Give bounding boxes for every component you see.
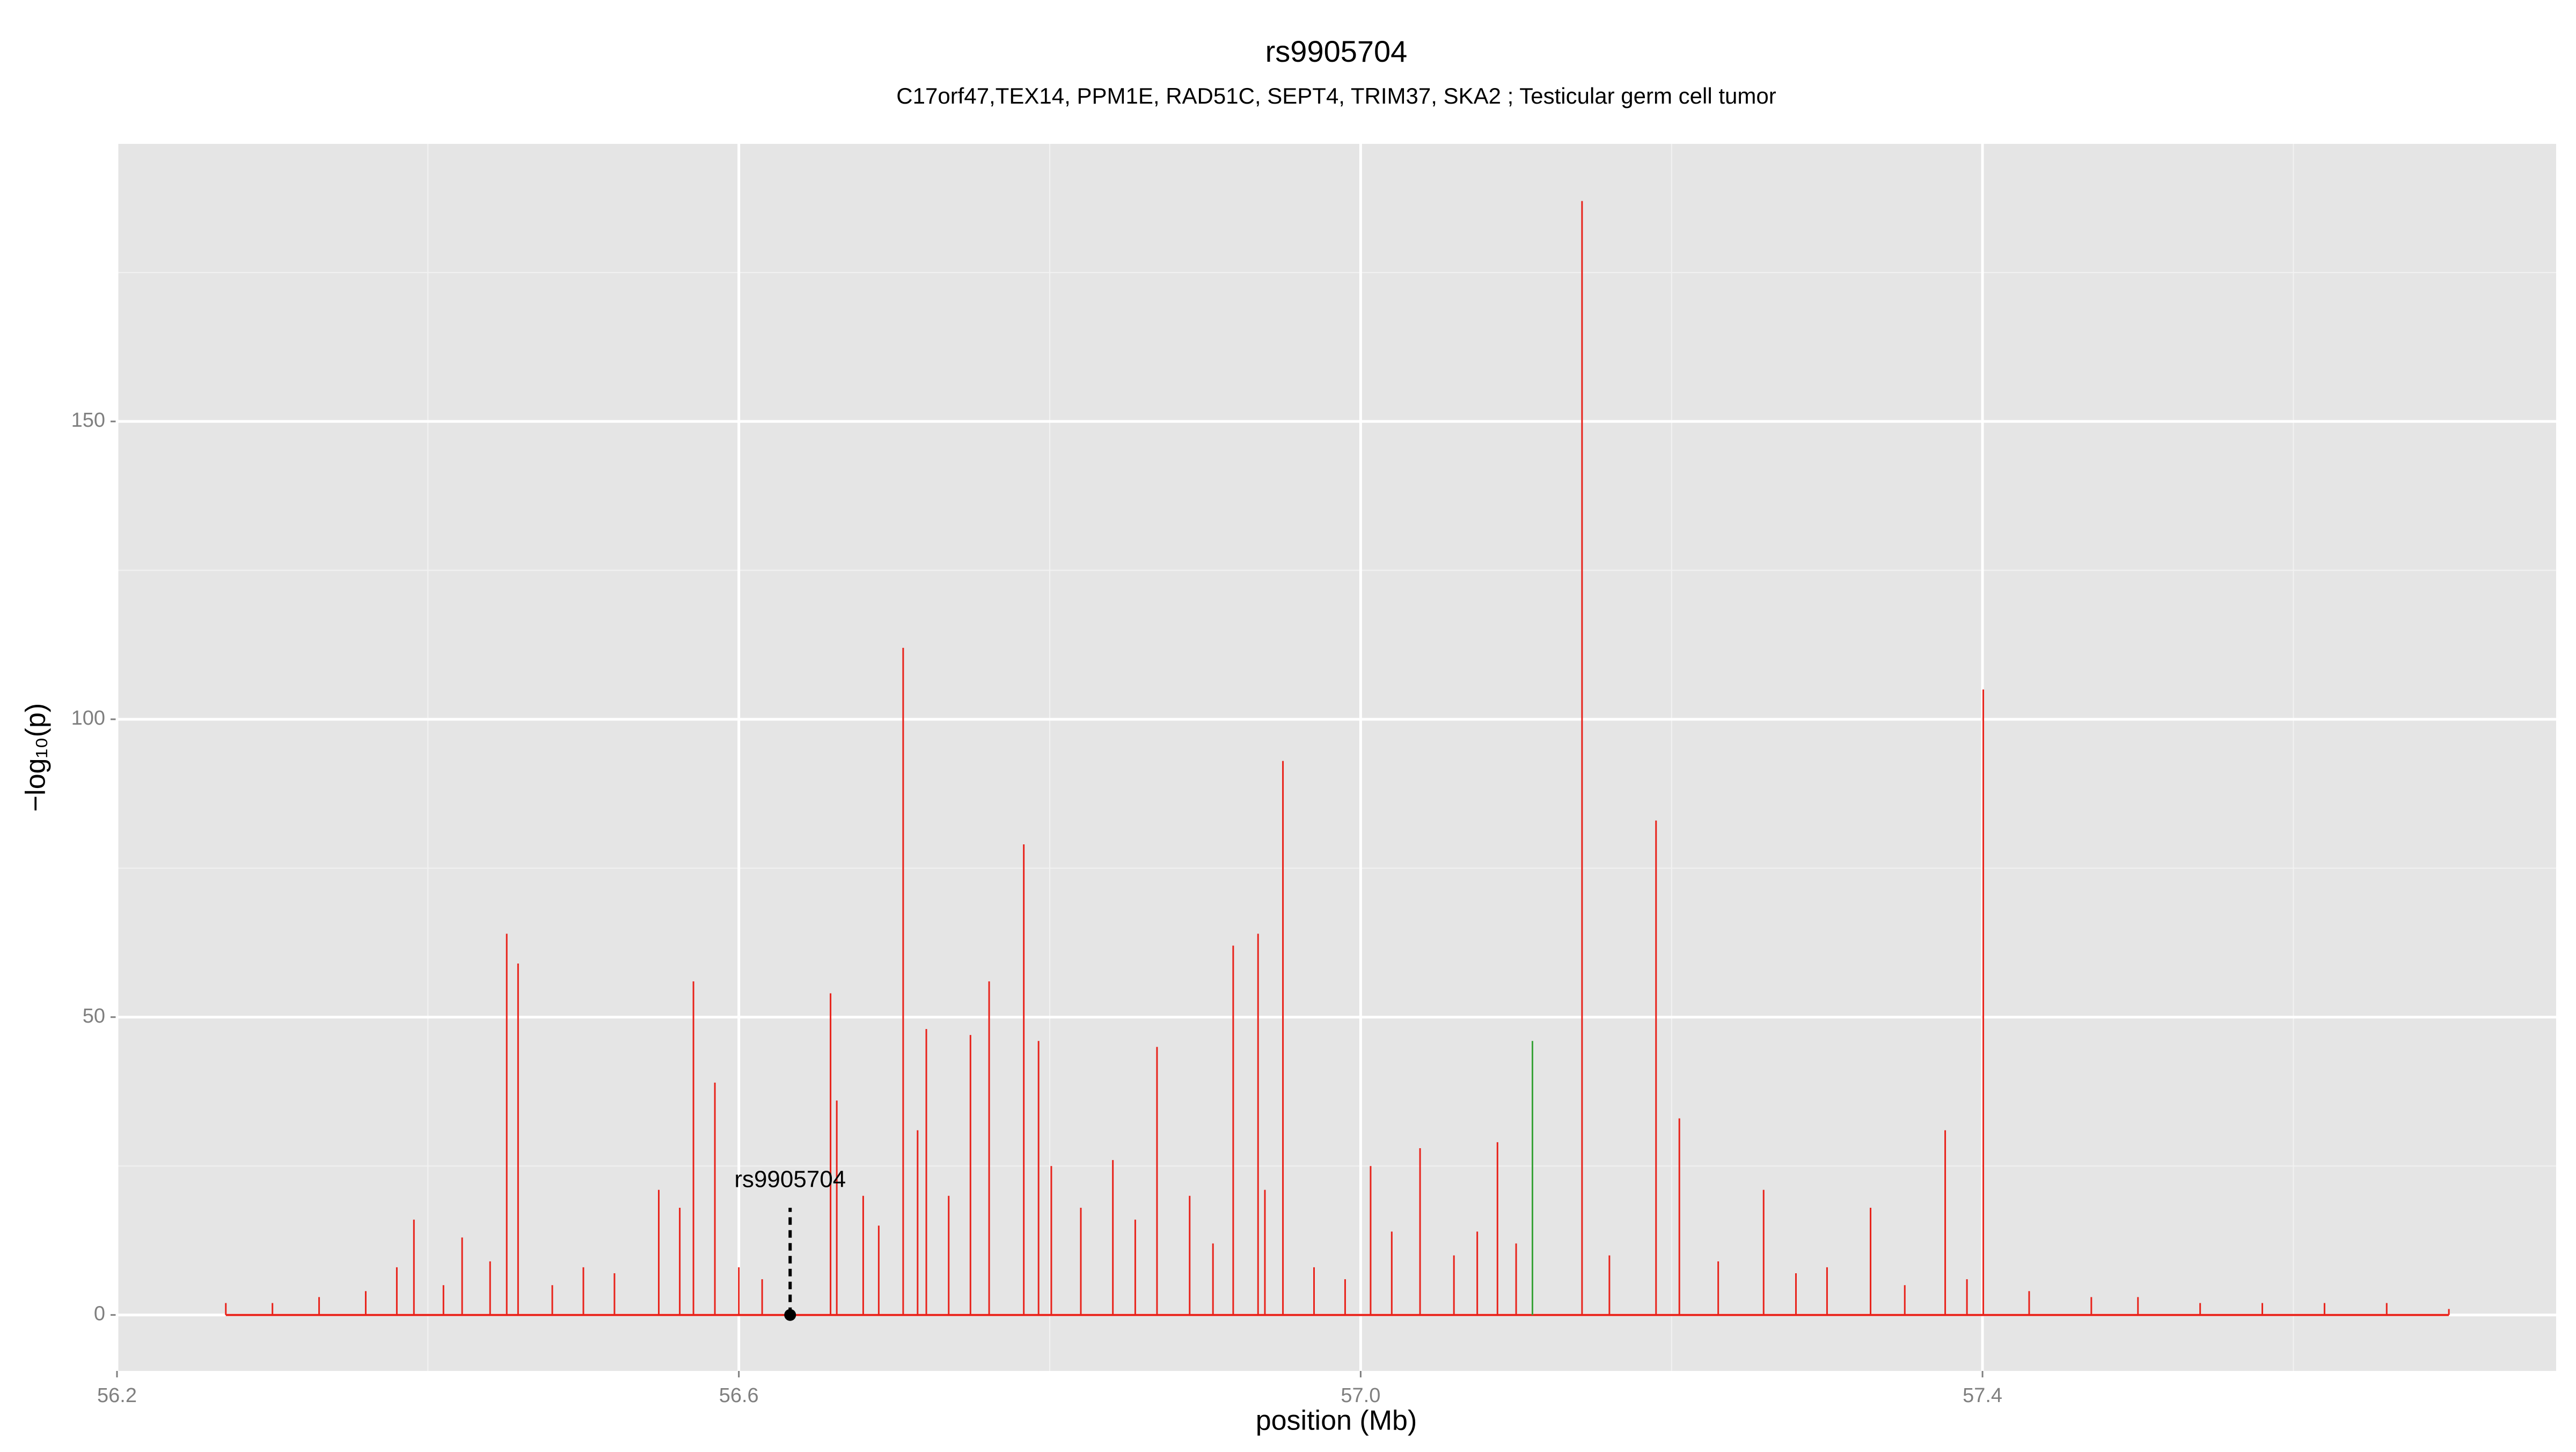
y-tick-label: 50 xyxy=(83,1005,105,1027)
chart-title: rs9905704 xyxy=(1265,34,1408,68)
x-axis-label: position (Mb) xyxy=(1256,1405,1417,1436)
x-tick-label: 56.6 xyxy=(719,1384,759,1407)
y-axis-label: −log₁₀(p) xyxy=(20,703,52,812)
annotation-label: rs9905704 xyxy=(734,1166,846,1193)
x-tick-label: 56.2 xyxy=(97,1384,137,1407)
x-tick-label: 57.0 xyxy=(1341,1384,1380,1407)
chart-subtitle: C17orf47,TEX14, PPM1E, RAD51C, SEPT4, TR… xyxy=(896,83,1776,108)
y-tick-label: 150 xyxy=(71,409,105,432)
y-tick-label: 0 xyxy=(94,1303,105,1325)
annotation-point xyxy=(784,1309,796,1321)
x-tick-label: 57.4 xyxy=(1963,1384,2002,1407)
y-tick-label: 100 xyxy=(71,707,105,729)
plot-background xyxy=(117,144,2556,1371)
